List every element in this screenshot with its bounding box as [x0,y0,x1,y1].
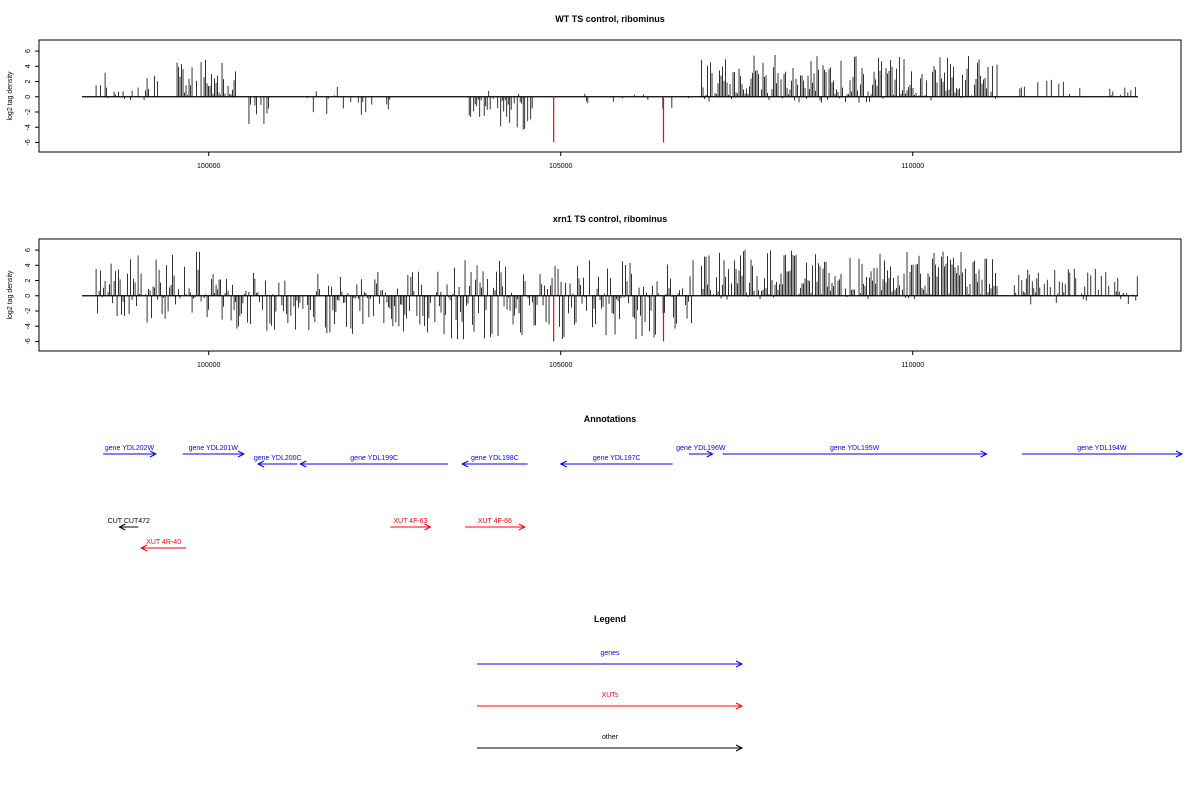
feature-gene: gene YDL201W [182,445,246,458]
xrn1-x-tick-label: 100000 [197,362,220,369]
legend-panel: Legend genes XUTs other [477,614,744,752]
feature-label: XUT 4F-63 [393,518,427,525]
annotations-panel: Annotations gene YDL202W gene YDL201Wgene… [103,414,1184,552]
feature-arrow-head [1175,450,1184,458]
feature-gene: gene YDL199C [299,455,449,468]
xrn1-y-tick-label: 2 [25,278,32,282]
feature-label: gene YDL194W [1077,445,1127,452]
feature-label: gene YDL198C [471,455,519,462]
feature-label: XUT 4F-66 [478,518,512,525]
legend-label: XUTs [602,692,619,699]
wt-axes: 6 4 2 0 -2 -4 -6 100000 105000 110000 [25,49,924,170]
xrn1-x-tick-label: 110000 [901,362,924,369]
feature-arrow-head [518,523,526,531]
wt-y-tick-label: -2 [25,109,32,115]
xrn1-y-tick-label: -4 [25,323,32,329]
feature-label: gene YDL200C [254,455,302,462]
wt-y-axis-label: log2 tag density [7,71,14,121]
legend-title: Legend [594,614,626,624]
feature-gene: gene YDL202W [103,445,158,458]
legend-item-gene: genes [477,650,744,668]
wt-x-tick-label: 105000 [549,163,572,170]
feature-gene: gene YDL194W [1021,445,1184,458]
xrn1-y-tick-label: 4 [25,263,32,267]
feature-arrow-head [237,450,246,458]
feature-arrow-head [140,544,148,552]
wt-bars [82,54,1138,143]
feature-label: CUT CUT472 [108,518,150,525]
feature-arrow-head [299,460,307,468]
feature-arrow-head [149,450,158,458]
xrn1-x-tick-label: 105000 [549,362,572,369]
xrn1-track-title: xrn1 TS control, ribominus [553,214,668,224]
feature-arrows: gene YDL202W gene YDL201W gene YDL200C gene… [103,445,1184,552]
feature-xut: XUT 4F-66 [464,518,526,531]
feature-xut: XUT 4F-63 [390,518,432,531]
xrn1-plot-frame [38,238,1182,352]
feature-label: gene YDL196W [676,445,726,452]
wt-y-tick-label: 6 [25,49,32,53]
feature-arrow-head [424,523,432,531]
xrn1-track-panel: xrn1 TS control, ribominus log2 tag dens… [7,214,1182,369]
legend-label: other [602,734,619,741]
legend-item-other: other [477,734,744,752]
wt-y-tick-label: 4 [25,64,32,68]
feature-gene: gene YDL196W [676,445,726,458]
legend-item-xut: XUTs [477,692,744,710]
feature-label: gene YDL199C [350,455,398,462]
legend-arrow-head [735,744,744,752]
wt-track-panel: WT TS control, ribominus log2 tag densit… [7,14,1182,170]
wt-x-tick-label: 110000 [901,163,924,170]
feature-gene: gene YDL197C [559,455,673,468]
xrn1-y-tick-label: 6 [25,248,32,252]
wt-track-title: WT TS control, ribominus [555,14,665,24]
xrn1-y-tick-label: -6 [25,338,32,344]
feature-arrow-head [559,460,567,468]
feature-label: gene YDL201W [189,445,239,452]
annotations-title: Annotations [584,414,637,424]
feature-gene: gene YDL195W [722,445,988,458]
feature-arrow-head [980,450,988,458]
wt-plot-frame [38,39,1182,153]
legend-label: genes [600,650,620,657]
feature-other: CUT CUT472 [108,518,150,531]
feature-arrow-head [706,450,714,458]
wt-x-tick-label: 100000 [197,163,220,170]
feature-arrow-head [118,523,126,531]
wt-y-tick-label: 0 [25,95,32,99]
legend-arrow-head [735,702,744,710]
feature-gene: gene YDL200C [254,455,302,468]
feature-label: gene YDL197C [593,455,641,462]
feature-arrow-head [256,460,265,468]
wt-y-tick-label: 2 [25,79,32,83]
legend-arrow-head [735,660,744,668]
feature-xut: XUT 4R-40 [140,539,187,552]
xrn1-axes: 6 4 2 0 -2 -4 -6 100000 105000 110000 [25,248,924,369]
feature-label: gene YDL202W [105,445,155,452]
legend-items: genes XUTs other [477,650,744,752]
xrn1-y-axis-label: log2 tag density [7,270,14,320]
feature-label: XUT 4R-40 [146,539,181,546]
xrn1-bars [82,249,1138,342]
feature-label: gene YDL195W [830,445,880,452]
feature-arrow-head [461,460,469,468]
xrn1-y-tick-label: 0 [25,294,32,298]
wt-y-tick-label: -4 [25,124,32,130]
wt-y-tick-label: -6 [25,139,32,145]
xrn1-y-tick-label: -2 [25,308,32,314]
feature-gene: gene YDL198C [461,455,528,468]
